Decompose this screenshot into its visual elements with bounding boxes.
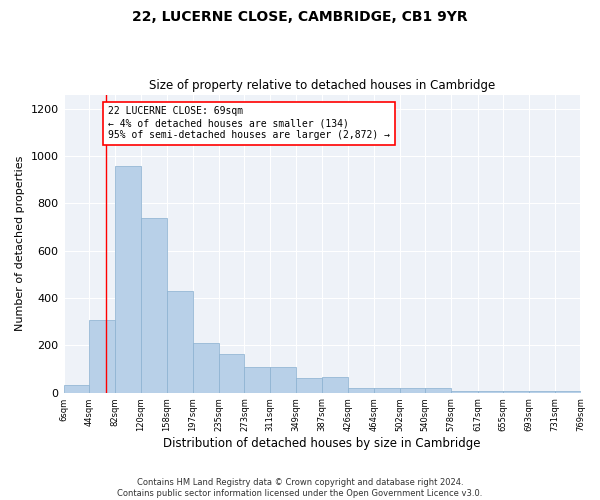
- Bar: [348, 388, 374, 392]
- Bar: [64, 386, 89, 392]
- Text: Contains HM Land Registry data © Crown copyright and database right 2024.
Contai: Contains HM Land Registry data © Crown c…: [118, 478, 482, 498]
- Bar: [270, 366, 296, 392]
- Bar: [374, 388, 400, 392]
- Bar: [425, 388, 451, 392]
- Bar: [296, 378, 322, 392]
- Bar: [218, 354, 244, 393]
- Title: Size of property relative to detached houses in Cambridge: Size of property relative to detached ho…: [149, 79, 495, 92]
- Y-axis label: Number of detached properties: Number of detached properties: [15, 156, 25, 332]
- Bar: [141, 218, 167, 392]
- Bar: [244, 366, 270, 392]
- Bar: [193, 343, 218, 392]
- Text: 22 LUCERNE CLOSE: 69sqm
← 4% of detached houses are smaller (134)
95% of semi-de: 22 LUCERNE CLOSE: 69sqm ← 4% of detached…: [108, 106, 390, 140]
- Bar: [167, 291, 193, 392]
- Text: 22, LUCERNE CLOSE, CAMBRIDGE, CB1 9YR: 22, LUCERNE CLOSE, CAMBRIDGE, CB1 9YR: [132, 10, 468, 24]
- X-axis label: Distribution of detached houses by size in Cambridge: Distribution of detached houses by size …: [163, 437, 481, 450]
- Bar: [400, 388, 425, 392]
- Bar: [322, 377, 348, 392]
- Bar: [115, 166, 141, 392]
- Bar: [89, 320, 115, 392]
